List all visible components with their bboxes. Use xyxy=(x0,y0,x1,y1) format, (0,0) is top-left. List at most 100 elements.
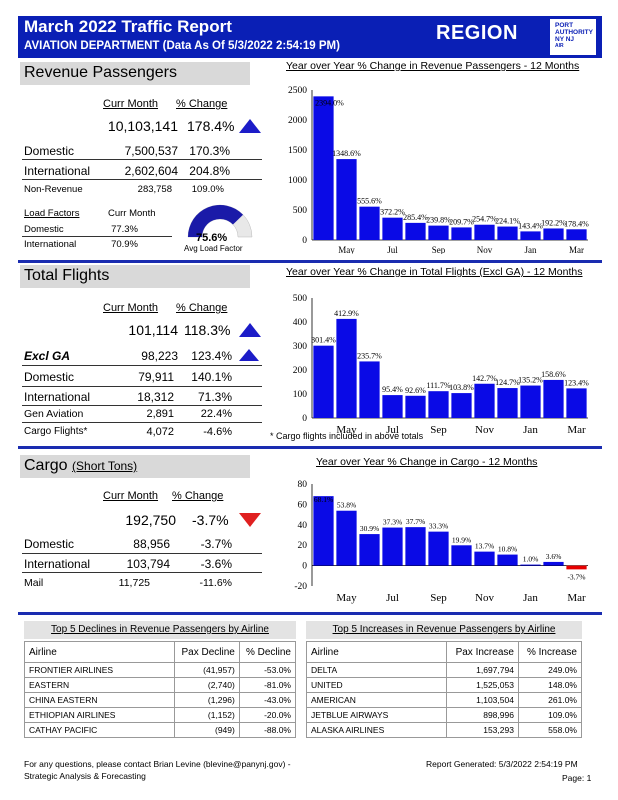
chart-bar xyxy=(451,227,472,240)
exclga-change: 123.4% xyxy=(191,349,232,363)
x-tick-label: Sep xyxy=(430,424,447,436)
chart-bar xyxy=(405,222,426,240)
cargo-row-label: Domestic xyxy=(24,537,75,551)
data-label: 19.9% xyxy=(452,535,471,544)
chart-bar xyxy=(336,159,357,240)
y-tick-label: 0 xyxy=(302,414,307,424)
footer-department: Strategic Analysis & Forecasting xyxy=(24,771,146,781)
pax-cell: 1,525,053 xyxy=(446,677,519,693)
pct-cell: -81.0% xyxy=(238,677,297,693)
section-divider xyxy=(18,260,602,263)
pax-cell: 1,697,794 xyxy=(446,662,519,678)
chart-bar xyxy=(428,225,449,240)
cargo-row-value: 103,794 xyxy=(126,557,170,571)
data-label: 285.4% xyxy=(403,213,428,222)
x-tick-label: May xyxy=(338,245,355,254)
table-header-row: Airline Pax Increase % Increase xyxy=(306,641,583,663)
data-label: 1348.6% xyxy=(332,149,361,158)
pct-cell: 249.0% xyxy=(517,662,583,678)
chart-bar xyxy=(543,379,564,418)
x-tick-label: May xyxy=(336,592,357,604)
y-tick-label: 200 xyxy=(293,366,308,376)
load-factor-gauge xyxy=(187,204,253,238)
cargo-row-label: International xyxy=(24,557,91,571)
y-tick-label: 500 xyxy=(293,294,308,304)
y-tick-label: -20 xyxy=(294,582,307,592)
x-tick-label: Mar xyxy=(567,592,586,604)
pax-cell: (949) xyxy=(174,722,240,738)
data-label: 142.7% xyxy=(472,374,497,383)
chart-bar xyxy=(313,345,334,418)
footer-generated: Report Generated: 5/3/2022 2:54:19 PM xyxy=(426,759,578,769)
data-label: 3.6% xyxy=(546,552,562,561)
chart-bar xyxy=(382,527,403,566)
airline-cell: CHINA EASTERN xyxy=(24,692,175,708)
y-tick-label: 300 xyxy=(293,342,308,352)
data-label: 178.4% xyxy=(564,219,589,228)
data-label: 37.3% xyxy=(383,518,402,527)
footer-page: Page: 1 xyxy=(562,773,592,783)
cargo-row-change: -3.6% xyxy=(200,557,232,571)
data-label: 33.3% xyxy=(429,522,448,531)
flights-yoy-chart: 0 100 200 300 400 500 301.4% 412.9% 235.7% 95.4% 9… xyxy=(293,294,589,436)
row-divider xyxy=(22,159,262,160)
chart-bar xyxy=(313,96,334,240)
chart-bar xyxy=(428,391,449,418)
x-tick-label: Nov xyxy=(475,424,494,436)
table-header-cell: Pax Increase xyxy=(446,641,519,663)
cargo-section-title: Cargo (Short Tons) xyxy=(20,455,250,478)
data-label: 68.1% xyxy=(314,495,333,504)
flights-row-label: Gen Aviation xyxy=(24,408,84,420)
row-divider xyxy=(22,422,262,423)
flights-row-change: 22.4% xyxy=(200,408,232,420)
data-label: 235.7% xyxy=(357,351,382,360)
chart-title-cargo: Year over Year % Change in Cargo - 12 Mo… xyxy=(316,456,538,468)
footer-contact: For any questions, please contact Brian … xyxy=(24,759,291,769)
cargo-col-curr: Curr Month xyxy=(103,490,159,502)
airline-cell: UNITED xyxy=(306,677,447,693)
declines-table-title: Top 5 Declines in Revenue Passengers by … xyxy=(24,621,296,639)
cargo-row-change: -3.7% xyxy=(200,537,232,551)
revenue-title-text: Revenue Passengers xyxy=(24,64,177,81)
chart-bar xyxy=(543,228,564,240)
y-tick-label: 20 xyxy=(298,541,308,551)
chart-bar xyxy=(566,565,587,570)
chart-bar xyxy=(359,534,380,566)
cargo-row-value: 11,725 xyxy=(118,577,150,589)
x-tick-label: May xyxy=(336,424,357,436)
logo-line: NY NJ xyxy=(555,36,575,43)
chart-bar xyxy=(474,224,495,240)
revenue-yoy-chart: 0 500 1000 1500 2000 2500 2394.0% 1348.6% 555.6%… xyxy=(288,86,589,254)
data-label: 254.7% xyxy=(472,215,497,224)
x-tick-label: Jan xyxy=(523,592,538,604)
load-factor-label: Domestic xyxy=(24,224,64,235)
trend-down-icon xyxy=(239,513,261,527)
port-authority-logo: PORT AUTHORITY NY NJ AIR xyxy=(550,19,596,55)
pct-cell: -88.0% xyxy=(238,722,297,738)
pax-cell: (1,296) xyxy=(174,692,240,708)
table-row: DELTA 1,697,794 249.0% xyxy=(306,662,583,678)
load-factor-value: 77.3% xyxy=(111,224,138,235)
y-tick-label: 1000 xyxy=(288,176,307,186)
y-tick-label: 2500 xyxy=(288,86,307,96)
chart-bar xyxy=(382,395,403,418)
cargo-total-change: -3.7% xyxy=(192,512,229,528)
data-label: 555.6% xyxy=(357,197,382,206)
airline-cell: ALASKA AIRLINES xyxy=(306,722,447,738)
revenue-row-label: Non-Revenue xyxy=(24,184,83,195)
report-header: March 2022 Traffic Report AVIATION DEPAR… xyxy=(18,16,602,58)
cargo-row-change: -11.6% xyxy=(199,577,233,589)
row-divider xyxy=(22,386,262,387)
logo-line: AIR xyxy=(555,43,564,49)
pct-cell: -53.0% xyxy=(238,662,297,678)
pax-cell: 898,996 xyxy=(446,707,519,723)
flights-col-change: % Change xyxy=(176,302,228,314)
chart-bar xyxy=(359,206,380,240)
load-factors-header: Load Factors xyxy=(24,208,80,219)
x-tick-label: Sep xyxy=(430,592,447,604)
exclga-label: Excl GA xyxy=(24,349,71,363)
data-label: 30.9% xyxy=(360,524,379,533)
chart-bar xyxy=(497,554,518,566)
chart-bar xyxy=(497,388,518,418)
load-factors-col: Curr Month xyxy=(108,208,156,219)
